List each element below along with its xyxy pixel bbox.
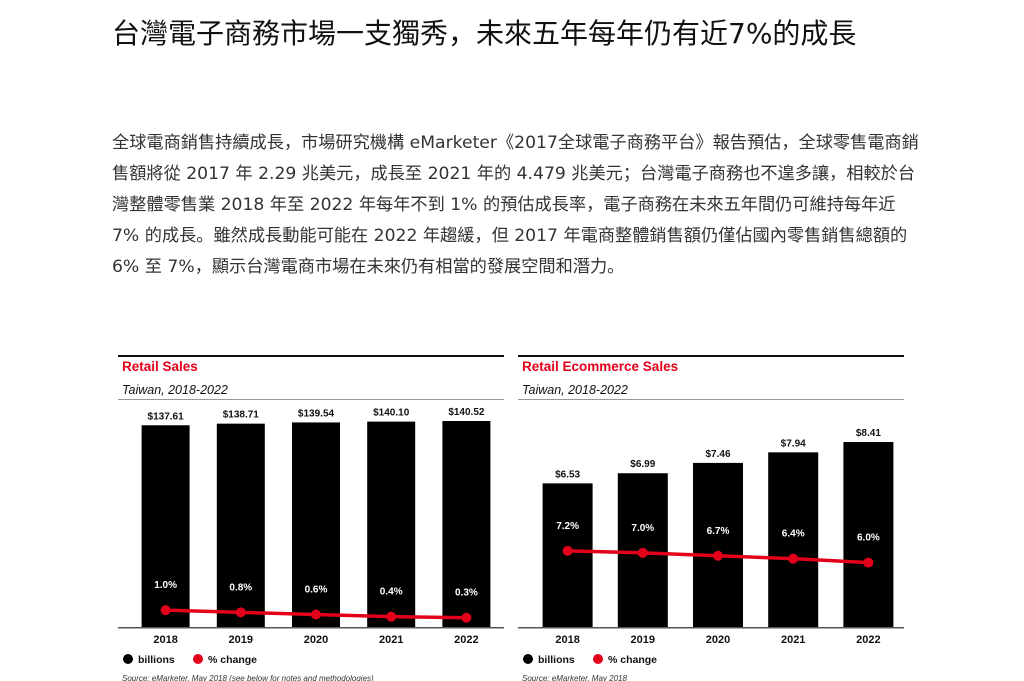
article-paragraph: 全球電商銷售持續成長，市場研究機構 eMarketer《2017全球電子商務平台… <box>112 133 919 277</box>
chart-title: Retail Ecommerce Sales <box>522 359 678 374</box>
bar-value-label: $6.53 <box>555 469 580 480</box>
bar-value-label: $7.94 <box>781 438 806 449</box>
pct-change-label: 0.6% <box>305 584 328 595</box>
bar-value-label: $137.61 <box>148 411 185 422</box>
pct-change-label: 1.0% <box>154 580 177 591</box>
pct-change-label: 6.4% <box>782 529 805 540</box>
pct-change-point <box>235 607 246 618</box>
chart-subtitle-rule <box>518 399 904 400</box>
legend-pct-change-marker <box>593 654 603 664</box>
bar-value-label: $140.10 <box>373 408 410 419</box>
retail-sales-chart: Retail Sales Taiwan, 2018-2022 $137.61 2018… <box>118 352 508 681</box>
bar-value-label: $7.46 <box>705 449 730 460</box>
bar <box>141 425 190 627</box>
chart-subtitle: Taiwan, 2018-2022 <box>122 383 228 397</box>
bar <box>292 422 340 627</box>
article-title: 台灣電子商務市場一支獨秀，未來五年每年仍有近7%的成長 <box>112 17 857 50</box>
legend-pct-change-label: % change <box>608 654 657 666</box>
chart-top-rule <box>118 355 504 357</box>
pct-change-point <box>863 557 874 568</box>
x-tick-label: 2021 <box>781 634 805 646</box>
x-tick-label: 2022 <box>454 634 478 646</box>
pct-change-label: 7.0% <box>631 523 654 534</box>
pct-change-label: 0.8% <box>229 582 252 593</box>
pct-change-point <box>386 611 397 622</box>
chart-subtitle-rule <box>118 399 504 400</box>
chart-source: Source: eMarketer, May 2018 (see below f… <box>122 674 374 681</box>
legend-pct-change-marker <box>193 654 203 664</box>
x-tick-label: 2019 <box>229 634 253 646</box>
bar <box>693 462 743 627</box>
pct-change-label: 0.4% <box>380 587 403 598</box>
legend-billions-label: billions <box>138 654 175 666</box>
bar <box>843 442 894 627</box>
bar-value-label: $138.71 <box>223 410 260 421</box>
x-axis-line <box>118 627 504 629</box>
bar <box>216 423 265 627</box>
legend-billions-label: billions <box>538 654 575 666</box>
x-tick-label: 2020 <box>706 634 730 646</box>
x-tick-label: 2018 <box>555 634 579 646</box>
pct-change-point <box>160 605 171 616</box>
bar-value-label: $139.54 <box>298 408 335 419</box>
pct-change-point <box>311 609 321 620</box>
pct-change-label: 6.0% <box>857 533 880 544</box>
x-tick-label: 2019 <box>631 634 655 646</box>
bar-value-label: $140.52 <box>448 407 485 418</box>
pct-change-point <box>713 550 723 561</box>
chart-top-rule <box>518 355 904 357</box>
bar <box>442 421 491 627</box>
pct-change-point <box>461 612 472 623</box>
x-tick-label: 2021 <box>379 634 403 646</box>
x-tick-label: 2022 <box>856 634 880 646</box>
legend-billions-marker <box>123 654 133 664</box>
pct-change-label: 0.3% <box>455 588 478 599</box>
chart-subtitle: Taiwan, 2018-2022 <box>522 383 628 397</box>
chart-title: Retail Sales <box>122 359 198 374</box>
bar-value-label: $6.99 <box>630 459 655 470</box>
pct-change-point <box>788 553 799 564</box>
chart-source: Source: eMarketer, May 2018 <box>522 674 627 681</box>
retail-sales-chart-svg: Retail Sales Taiwan, 2018-2022 $137.61 2018… <box>118 355 504 681</box>
legend-billions-marker <box>523 654 533 664</box>
retail-ecommerce-sales-chart-svg: Retail Ecommerce Sales Taiwan, 2018-2022 $… <box>518 355 904 681</box>
x-tick-label: 2020 <box>304 634 328 646</box>
pct-change-point <box>562 545 573 556</box>
x-tick-label: 2018 <box>153 634 177 646</box>
pct-change-label: 7.2% <box>556 521 579 532</box>
pct-change-label: 6.7% <box>707 526 730 537</box>
pct-change-point <box>637 547 648 558</box>
bar <box>768 452 819 627</box>
bar <box>367 421 416 627</box>
retail-ecommerce-sales-chart: Retail Ecommerce Sales Taiwan, 2018-2022 $… <box>518 352 908 681</box>
x-axis-line <box>518 627 904 629</box>
legend-pct-change-label: % change <box>208 654 257 666</box>
bar-value-label: $8.41 <box>856 428 881 439</box>
